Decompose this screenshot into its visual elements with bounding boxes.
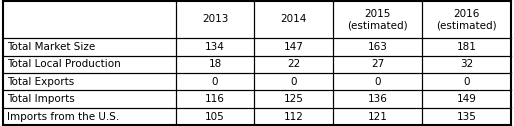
Text: 136: 136 xyxy=(368,94,388,104)
Text: Total Exports: Total Exports xyxy=(7,77,74,87)
Text: Total Local Production: Total Local Production xyxy=(7,59,120,69)
Bar xyxy=(334,38,423,56)
Text: 181: 181 xyxy=(457,42,477,52)
Bar xyxy=(176,90,254,108)
Bar xyxy=(423,56,511,73)
Text: 27: 27 xyxy=(371,59,384,69)
Text: Imports from the U.S.: Imports from the U.S. xyxy=(7,112,119,122)
Text: 134: 134 xyxy=(205,42,225,52)
Text: 149: 149 xyxy=(457,94,477,104)
Bar xyxy=(176,73,254,90)
Bar xyxy=(254,56,334,73)
Text: 0: 0 xyxy=(375,77,381,87)
Bar xyxy=(334,108,423,125)
Text: 112: 112 xyxy=(284,112,304,122)
Bar xyxy=(334,73,423,90)
Bar xyxy=(3,73,176,90)
Bar xyxy=(3,1,176,38)
Text: 121: 121 xyxy=(368,112,388,122)
Text: 18: 18 xyxy=(208,59,222,69)
Bar xyxy=(3,90,176,108)
Text: 0: 0 xyxy=(290,77,297,87)
Bar xyxy=(423,73,511,90)
Text: 135: 135 xyxy=(457,112,477,122)
Bar xyxy=(423,108,511,125)
Bar xyxy=(176,38,254,56)
Bar xyxy=(334,1,423,38)
Text: 147: 147 xyxy=(284,42,304,52)
Bar xyxy=(3,56,176,73)
Bar xyxy=(3,108,176,125)
Bar xyxy=(254,1,334,38)
Bar xyxy=(254,38,334,56)
Text: 0: 0 xyxy=(212,77,218,87)
Text: 2014: 2014 xyxy=(281,14,307,24)
Text: 2013: 2013 xyxy=(202,14,228,24)
Text: 2015
(estimated): 2015 (estimated) xyxy=(347,9,408,30)
Text: Total Market Size: Total Market Size xyxy=(7,42,95,52)
Bar xyxy=(176,1,254,38)
Bar xyxy=(423,90,511,108)
Text: Total Imports: Total Imports xyxy=(7,94,75,104)
Text: 32: 32 xyxy=(460,59,473,69)
Bar xyxy=(423,1,511,38)
Text: 22: 22 xyxy=(287,59,301,69)
Text: 2016
(estimated): 2016 (estimated) xyxy=(436,9,497,30)
Bar xyxy=(3,38,176,56)
Bar xyxy=(176,108,254,125)
Text: 125: 125 xyxy=(284,94,304,104)
Text: 163: 163 xyxy=(368,42,388,52)
Text: 116: 116 xyxy=(205,94,225,104)
Bar xyxy=(423,38,511,56)
Bar xyxy=(176,56,254,73)
Bar xyxy=(334,90,423,108)
Text: 105: 105 xyxy=(205,112,225,122)
Text: 0: 0 xyxy=(464,77,470,87)
Bar xyxy=(254,108,334,125)
Bar xyxy=(254,73,334,90)
Bar xyxy=(334,56,423,73)
Bar xyxy=(254,90,334,108)
